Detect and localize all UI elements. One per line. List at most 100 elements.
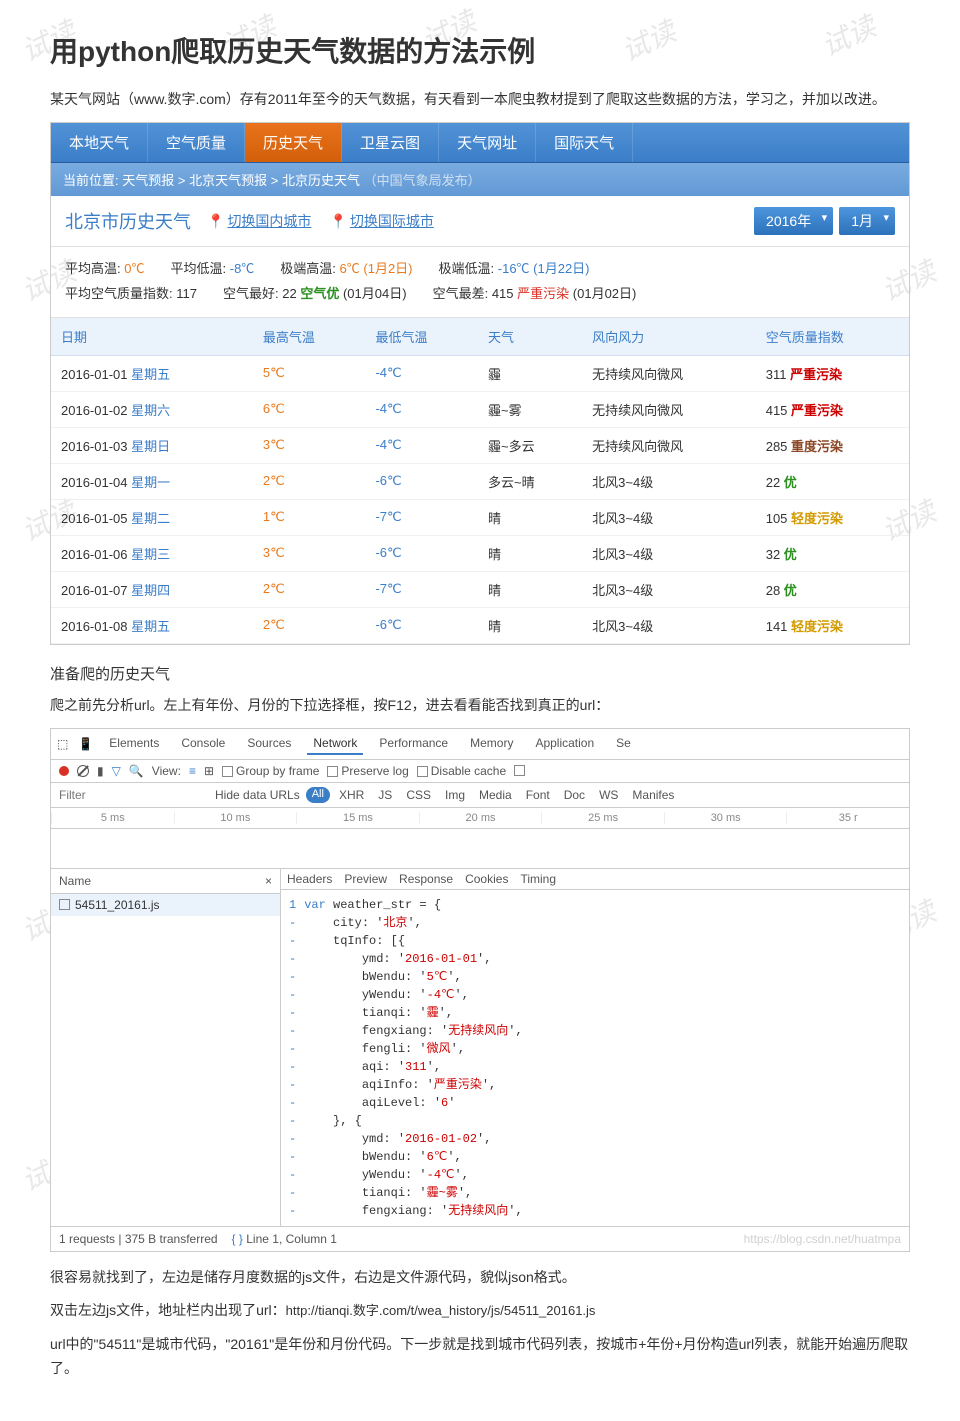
- nav-tab[interactable]: 国际天气: [536, 123, 633, 162]
- table-header: 天气: [478, 318, 582, 356]
- para-1: 爬之前先分析url。左上有年份、月份的下拉选择框，按F12，进去看看能否找到真正…: [50, 694, 910, 718]
- stats-row: 平均高温: 0℃ 平均低温: -8℃ 极端高温: 6℃ (1月2日) 极端低温:…: [51, 247, 909, 317]
- table-header: 最低气温: [365, 318, 478, 356]
- filter-type[interactable]: Media: [474, 787, 517, 803]
- switch-domestic-link[interactable]: 📍切换国内城市: [207, 211, 329, 231]
- devtools-detail: HeadersPreviewResponseCookiesTiming 1var…: [281, 869, 909, 1226]
- timeline-tick: 25 ms: [541, 812, 664, 824]
- detail-tab[interactable]: Response: [399, 872, 453, 886]
- month-dropdown[interactable]: 1月: [839, 207, 895, 235]
- switch-intl-link[interactable]: 📍切换国际城市: [329, 211, 451, 231]
- intro-text: 某天气网站（www.数字.com）存有2011年至今的天气数据，有天看到一本爬虫…: [50, 88, 910, 110]
- city-row: 北京市历史天气 📍切换国内城市 📍切换国际城市 2016年 1月: [51, 196, 909, 247]
- page-title: 用python爬取历史天气数据的方法示例: [50, 30, 910, 70]
- table-header: 最高气温: [253, 318, 366, 356]
- filter-type[interactable]: All: [306, 787, 330, 803]
- table-row: 2016-01-01 星期五 5℃ -4℃ 霾 无持续风向微风 311 严重污染: [51, 355, 909, 391]
- device-icon[interactable]: 📱: [78, 737, 93, 751]
- inspect-icon[interactable]: ⬚: [57, 737, 68, 751]
- day-link[interactable]: 星期日: [131, 439, 170, 454]
- devtools-name-column: Name × 54511_20161.js: [51, 869, 281, 1226]
- table-row: 2016-01-08 星期五 2℃ -6℃ 晴 北风3~4级 141 轻度污染: [51, 607, 909, 643]
- frame-view-icon[interactable]: ⊞: [204, 764, 214, 778]
- day-link[interactable]: 星期五: [131, 367, 170, 382]
- pin-icon: 📍: [329, 213, 346, 229]
- day-link[interactable]: 星期三: [131, 547, 170, 562]
- devtools-toolbar: ▮ ▽ 🔍 View: ≡ ⊞ Group by frame Preserve …: [51, 760, 909, 783]
- devtools-tab[interactable]: Se: [610, 733, 637, 755]
- detail-tab[interactable]: Timing: [520, 872, 556, 886]
- devtools-tab[interactable]: Console: [175, 733, 231, 755]
- devtools-tab[interactable]: Elements: [103, 733, 165, 755]
- list-view-icon[interactable]: ≡: [189, 764, 196, 778]
- day-link[interactable]: 星期四: [131, 583, 170, 598]
- record-icon[interactable]: [59, 766, 69, 776]
- weather-table: 日期最高气温最低气温天气风向风力空气质量指数 2016-01-01 星期五 5℃…: [51, 318, 909, 644]
- table-row: 2016-01-05 星期二 1℃ -7℃ 晴 北风3~4级 105 轻度污染: [51, 499, 909, 535]
- day-link[interactable]: 星期五: [131, 619, 170, 634]
- weather-panel: 本地天气空气质量历史天气卫星云图天气网址国际天气 当前位置: 天气预报 > 北京…: [50, 122, 910, 644]
- devtools-filter-row: Hide data URLs AllXHRJSCSSImgMediaFontDo…: [51, 783, 909, 808]
- timeline-tick: 15 ms: [296, 812, 419, 824]
- filter-type[interactable]: Font: [521, 787, 555, 803]
- filter-input[interactable]: [59, 788, 209, 802]
- timeline-tick: 30 ms: [664, 812, 787, 824]
- breadcrumb-link[interactable]: 北京历史天气: [282, 173, 360, 188]
- name-header[interactable]: Name: [59, 874, 91, 888]
- devtools-status-bar: 1 requests | 375 B transferred { } Line …: [51, 1226, 909, 1251]
- table-row: 2016-01-02 星期六 6℃ -4℃ 霾~雾 无持续风向微风 415 严重…: [51, 391, 909, 427]
- clear-icon[interactable]: [77, 765, 89, 777]
- devtools-tab[interactable]: Application: [529, 733, 600, 755]
- filter-type[interactable]: Doc: [559, 787, 590, 803]
- breadcrumb-link[interactable]: 北京天气预报: [189, 173, 267, 188]
- filter-type[interactable]: CSS: [401, 787, 436, 803]
- para-2: 很容易就找到了，左边是储存月度数据的js文件，右边是文件源代码，貌似json格式…: [50, 1266, 910, 1290]
- search-icon[interactable]: 🔍: [129, 764, 144, 778]
- filter-type[interactable]: XHR: [334, 787, 369, 803]
- devtools-tab[interactable]: Network: [307, 733, 363, 755]
- filter-type[interactable]: Manifes: [627, 787, 679, 803]
- day-link[interactable]: 星期一: [131, 475, 170, 490]
- nav-tab[interactable]: 卫星云图: [342, 123, 439, 162]
- table-row: 2016-01-04 星期一 2℃ -6℃ 多云~晴 北风3~4级 22 优: [51, 463, 909, 499]
- nav-tab[interactable]: 历史天气: [245, 123, 342, 162]
- timeline-tick: 5 ms: [51, 812, 174, 824]
- devtools-tab[interactable]: Memory: [464, 733, 519, 755]
- table-header: 风向风力: [582, 318, 756, 356]
- close-icon[interactable]: ×: [265, 874, 272, 888]
- file-icon: [59, 899, 70, 910]
- nav-tab[interactable]: 天气网址: [439, 123, 536, 162]
- day-link[interactable]: 星期二: [131, 511, 170, 526]
- detail-tab[interactable]: Preview: [344, 872, 387, 886]
- devtools-timeline: 5 ms10 ms15 ms20 ms25 ms30 ms35 r: [51, 808, 909, 829]
- detail-tab[interactable]: Cookies: [465, 872, 508, 886]
- detail-tab[interactable]: Headers: [287, 872, 332, 886]
- pin-icon: 📍: [207, 213, 224, 229]
- breadcrumb-suffix: （中国气象局发布）: [364, 173, 481, 188]
- timeline-tick: 10 ms: [174, 812, 297, 824]
- network-file-row[interactable]: 54511_20161.js: [51, 894, 280, 916]
- filter-type[interactable]: Img: [440, 787, 470, 803]
- para-3: 双击左边js文件，地址栏内出现了url：http://tianqi.数字.com…: [50, 1299, 910, 1323]
- nav-tab[interactable]: 空气质量: [148, 123, 245, 162]
- table-header: 日期: [51, 318, 253, 356]
- table-row: 2016-01-07 星期四 2℃ -7℃ 晴 北风3~4级 28 优: [51, 571, 909, 607]
- cam-icon[interactable]: ▮: [97, 764, 104, 778]
- year-dropdown[interactable]: 2016年: [754, 207, 833, 235]
- devtools-main-tabs: ⬚ 📱 Elements Console Sources Network Perform…: [51, 729, 909, 760]
- breadcrumb-label: 当前位置:: [63, 173, 119, 188]
- timeline-tick: 20 ms: [419, 812, 542, 824]
- breadcrumb: 当前位置: 天气预报 > 北京天气预报 > 北京历史天气 （中国气象局发布）: [51, 163, 909, 196]
- day-link[interactable]: 星期六: [131, 403, 170, 418]
- filter-type[interactable]: WS: [594, 787, 623, 803]
- section-title: 准备爬的历史天气: [50, 663, 910, 684]
- filter-icon[interactable]: ▽: [112, 764, 121, 778]
- nav-tab[interactable]: 本地天气: [51, 123, 148, 162]
- breadcrumb-link[interactable]: 天气预报: [122, 173, 174, 188]
- table-row: 2016-01-06 星期三 3℃ -6℃ 晴 北风3~4级 32 优: [51, 535, 909, 571]
- devtools-tab[interactable]: Sources: [241, 733, 297, 755]
- devtools-tab[interactable]: Performance: [373, 733, 454, 755]
- table-row: 2016-01-03 星期日 3℃ -4℃ 霾~多云 无持续风向微风 285 重…: [51, 427, 909, 463]
- devtools-panel: ⬚ 📱 Elements Console Sources Network Perform…: [50, 728, 910, 1252]
- filter-type[interactable]: JS: [373, 787, 397, 803]
